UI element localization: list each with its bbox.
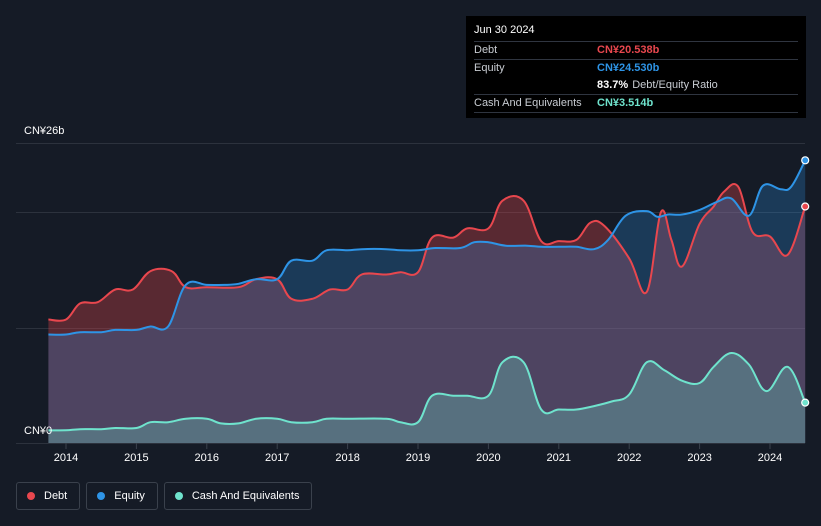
legend-dot-debt (27, 492, 35, 500)
x-tick-label: 2019 (406, 452, 430, 464)
x-tick-label: 2020 (476, 452, 500, 464)
line-equity (48, 159, 807, 336)
tooltip-row-equity: Equity CN¥24.530b (474, 59, 798, 77)
legend-item-cash[interactable]: Cash And Equivalents (163, 482, 313, 510)
x-axis-ticks: 2014 2015 2016 2017 2018 2019 2020 2021 2022 2023… (54, 443, 782, 464)
x-tick-label: 2023 (687, 452, 711, 464)
tooltip-ratio-label: Debt/Equity Ratio (632, 79, 718, 91)
tooltip-row-cash: Cash And Equivalents CN¥3.514b (474, 94, 798, 113)
x-tick-label: 2022 (617, 452, 641, 464)
legend-label-cash: Cash And Equivalents (191, 490, 300, 502)
tooltip-debt-value: CN¥20.538b (597, 44, 660, 56)
chart-lines (48, 159, 807, 432)
chart-legend: Debt Equity Cash And Equivalents (16, 482, 313, 510)
line-debt (48, 182, 807, 322)
legend-label-debt: Debt (44, 490, 68, 502)
y-axis-top-label: CN¥26b (24, 125, 65, 137)
tooltip-equity-value: CN¥24.530b (597, 62, 660, 74)
endpoint-equity[interactable] (801, 156, 810, 165)
x-tick-label: 2021 (547, 452, 571, 464)
legend-item-debt[interactable]: Debt (16, 482, 81, 510)
endpoint-debt[interactable] (801, 202, 810, 211)
tooltip-ratio-spacer (474, 77, 597, 94)
x-tick-label: 2014 (54, 452, 78, 464)
x-tick-label: 2015 (124, 452, 148, 464)
area-equity (48, 160, 806, 444)
y-axis-bottom-label: CN¥0 (24, 425, 53, 437)
tooltip-ratio-value: 83.7% (597, 79, 629, 91)
tooltip-date: Jun 30 2024 (474, 24, 535, 36)
line-cash (48, 351, 807, 432)
tooltip-row-ratio: 83.7% Debt/Equity Ratio (474, 77, 798, 94)
legend-dot-cash (174, 492, 183, 500)
tooltip-panel: Jun 30 2024 Debt CN¥20.538b Equity CN¥24… (466, 16, 806, 118)
chart-areas (48, 160, 806, 444)
legend-item-equity[interactable]: Equity (86, 482, 158, 510)
series-endpoints (801, 156, 810, 407)
tooltip-equity-label: Equity (474, 62, 505, 74)
x-tick-label: 2017 (265, 452, 289, 464)
tooltip-cash-label: Cash And Equivalents (474, 97, 582, 109)
area-debt (48, 183, 806, 443)
x-tick-label: 2024 (758, 452, 782, 464)
legend-label-equity: Equity (114, 490, 145, 502)
tooltip-debt-label: Debt (474, 44, 498, 56)
endpoint-cash[interactable] (801, 398, 810, 407)
legend-dot-equity (97, 492, 106, 500)
x-tick-label: 2016 (195, 452, 219, 464)
tooltip-cash-value: CN¥3.514b (597, 97, 654, 109)
x-tick-label: 2018 (335, 452, 359, 464)
area-cash (48, 352, 806, 443)
tooltip-row-debt: Debt CN¥20.538b (474, 41, 798, 59)
